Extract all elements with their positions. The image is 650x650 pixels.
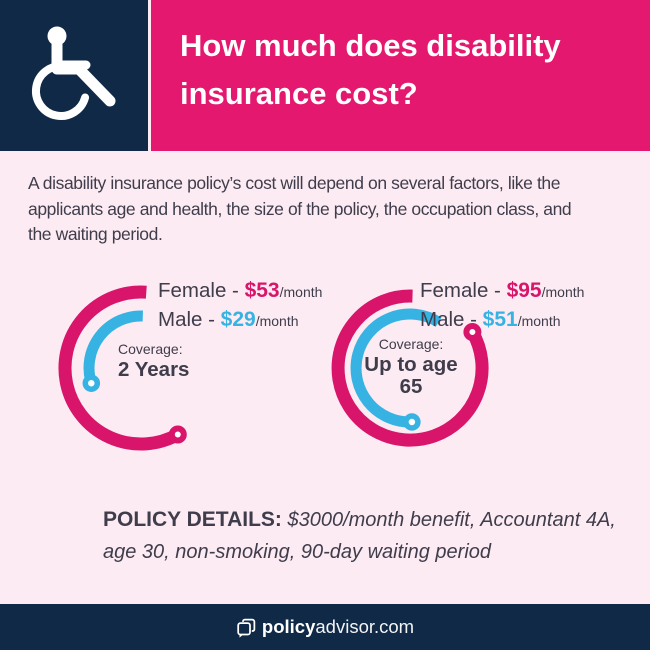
- male-premium-line: Male - $29/month: [158, 306, 322, 335]
- chat-bubbles-icon: [237, 618, 256, 638]
- coverage-value-line1: Up to age: [364, 353, 458, 376]
- female-premium-line: Female - $53/month: [158, 277, 322, 306]
- female-arc: [331, 289, 489, 447]
- footer: policyadvisor.com: [0, 604, 650, 650]
- male-arc: [350, 308, 442, 428]
- female-label: Female -: [158, 279, 245, 302]
- ring-chart-arcs: [58, 285, 187, 451]
- policy-details: POLICY DETAILS: $3000/month benefit, Acc…: [103, 504, 643, 568]
- male-premium-value: $51: [482, 308, 518, 331]
- per-month-suffix: /month: [541, 284, 585, 300]
- policy-details-line1: POLICY DETAILS: $3000/month benefit, Acc…: [103, 504, 643, 537]
- coverage-label: Coverage:: [118, 341, 183, 357]
- coverage-value: 2 Years: [118, 358, 190, 381]
- male-premium-line: Male - $51/month: [420, 306, 584, 335]
- female-label: Female -: [420, 279, 507, 302]
- ring-chart-arcs: [331, 289, 489, 447]
- male-premium-value: $29: [220, 308, 256, 331]
- coverage-block: Coverage: 2 Years: [118, 342, 243, 381]
- female-arc: [58, 285, 181, 451]
- coverage-block: Coverage: Up to age 65: [355, 337, 467, 398]
- intro-paragraph: A disability insurance policy’s cost wil…: [28, 171, 572, 248]
- male-arc-end-dot: [403, 413, 421, 431]
- female-arc-end-dot: [168, 425, 187, 444]
- brand-name-regular: advisor.com: [315, 616, 415, 637]
- intro-line: applicants age and health, the size of t…: [28, 198, 572, 219]
- wheelchair-icon: [31, 26, 116, 120]
- page-title-line1: How much does disability: [180, 28, 561, 63]
- female-arc-end-dot: [463, 323, 482, 341]
- per-month-suffix: /month: [255, 313, 299, 329]
- coverage-label: Coverage:: [378, 336, 444, 352]
- premium-ring-chart-2-years: Coverage: 2 Years: [51, 274, 236, 464]
- male-label: Male -: [420, 308, 483, 331]
- male-arc: [83, 310, 143, 385]
- navy-logo-square: [0, 0, 148, 151]
- male-arc-end-dot: [82, 374, 101, 392]
- brand-name: policyadvisor.com: [262, 616, 414, 638]
- brand-name-bold: policy: [261, 616, 316, 637]
- per-month-suffix: /month: [279, 284, 323, 300]
- header-band: How much does disability insurance cost?: [151, 0, 650, 151]
- coverage-value-line2: 65: [399, 375, 423, 398]
- female-premium-line: Female - $95/month: [420, 277, 584, 306]
- female-premium-value: $53: [244, 279, 280, 302]
- per-month-suffix: /month: [517, 313, 561, 329]
- premium-labels-age-65: Female - $95/month Male - $51/month: [420, 277, 584, 335]
- premium-ring-chart-age-65: Coverage: Up to age 65: [328, 274, 513, 464]
- premium-labels-2-years: Female - $53/month Male - $29/month: [158, 277, 322, 335]
- intro-line: the waiting period.: [28, 224, 163, 244]
- female-premium-value: $95: [506, 279, 542, 302]
- intro-line: A disability insurance policy’s cost wil…: [28, 173, 561, 193]
- policy-details-label: POLICY DETAILS:: [103, 508, 282, 531]
- page-title: How much does disability insurance cost?: [180, 22, 561, 118]
- page-title-line2: insurance cost?: [180, 76, 418, 111]
- policy-details-text: $3000/month benefit, Accountant 4A,: [281, 509, 616, 531]
- policy-details-line2: age 30, non-smoking, 90-day waiting peri…: [103, 541, 492, 563]
- male-label: Male -: [158, 308, 221, 331]
